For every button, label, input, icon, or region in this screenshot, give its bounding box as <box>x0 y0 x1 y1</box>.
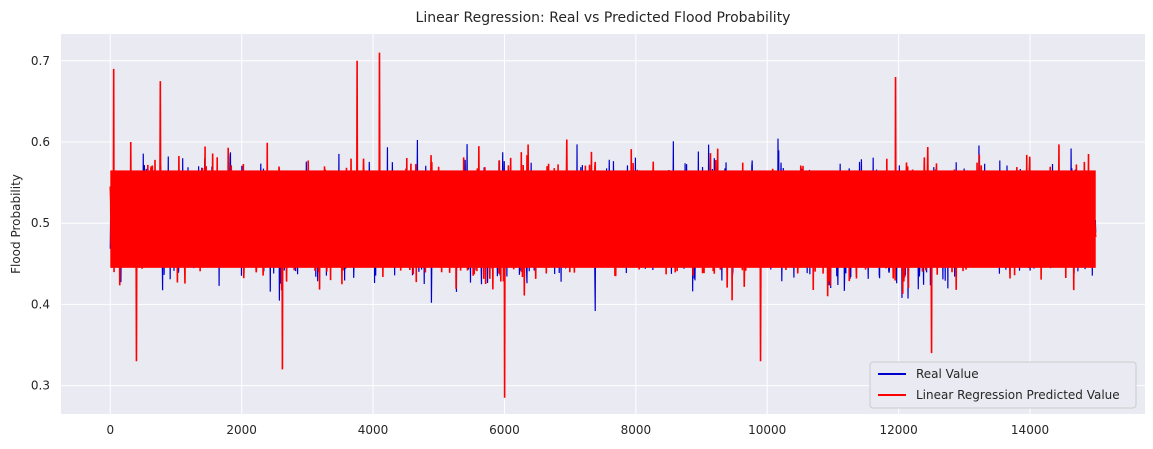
x-tick-label: 14000 <box>1011 423 1049 437</box>
legend: Real Value Linear Regression Predicted V… <box>869 361 1137 409</box>
chart-title: Linear Regression: Real vs Predicted Flo… <box>416 10 791 26</box>
x-tick-label: 2000 <box>226 423 257 437</box>
tick-labels: 0 2000 4000 6000 8000 10000 12000 14000 0.3 0.4 0.… <box>31 54 1049 437</box>
series-band-predicted <box>110 170 1096 268</box>
y-tick-label: 0.6 <box>31 135 50 149</box>
x-tick-label: 6000 <box>489 423 520 437</box>
legend-label-predicted: Linear Regression Predicted Value <box>916 388 1120 402</box>
series-group <box>109 52 1097 398</box>
y-tick-label: 0.5 <box>31 216 50 230</box>
legend-box <box>869 361 1137 409</box>
x-tick-label: 12000 <box>880 423 918 437</box>
legend-label-real: Real Value <box>916 367 979 381</box>
x-tick-label: 10000 <box>748 423 786 437</box>
y-tick-label: 0.4 <box>31 297 50 311</box>
x-tick-label: 8000 <box>621 423 652 437</box>
x-tick-label: 0 <box>106 423 114 437</box>
y-tick-label: 0.3 <box>31 379 50 393</box>
y-tick-label: 0.7 <box>31 54 50 68</box>
x-tick-label: 4000 <box>358 423 389 437</box>
y-axis-label: Flood Probability <box>9 174 23 274</box>
